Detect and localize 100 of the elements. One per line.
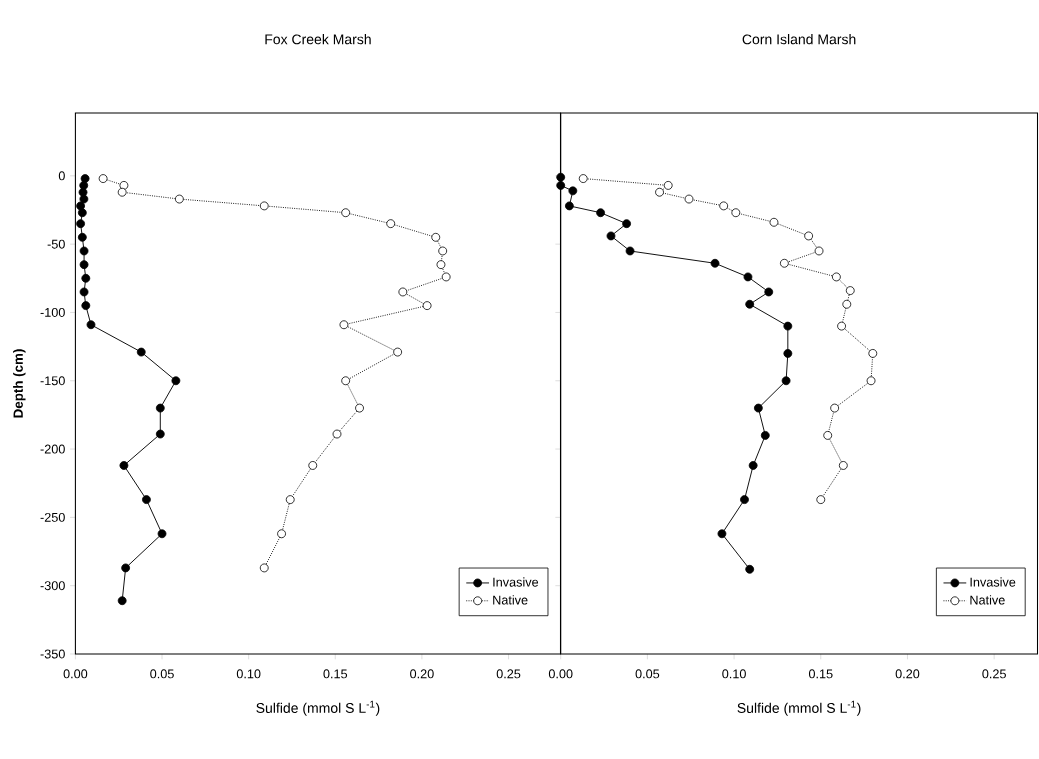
point	[79, 260, 89, 270]
point	[155, 403, 165, 413]
point	[717, 529, 727, 539]
point	[79, 194, 89, 204]
point	[171, 376, 181, 386]
x-tick-label: 0.25	[496, 669, 521, 679]
point	[77, 232, 87, 242]
point	[731, 208, 741, 218]
point	[740, 495, 749, 505]
point	[438, 246, 448, 256]
point	[86, 320, 96, 330]
x-tick-label: 0.00	[548, 669, 573, 679]
point	[308, 461, 318, 470]
x-tick-label: 0.20	[410, 669, 434, 679]
point	[779, 258, 789, 268]
point	[655, 187, 664, 197]
point	[155, 429, 165, 439]
point	[866, 376, 876, 386]
point	[79, 287, 89, 297]
point	[783, 349, 793, 358]
legend-label: Invasive	[970, 577, 1016, 587]
point	[79, 246, 89, 256]
point	[743, 272, 753, 282]
point	[868, 349, 878, 358]
point	[436, 260, 446, 270]
point	[142, 495, 151, 505]
x-tick-label: 0.05	[635, 669, 660, 679]
point	[81, 273, 91, 283]
point	[814, 246, 824, 256]
point	[830, 403, 840, 413]
x-axis-title: Sulfide (mmol S L$^{-1}$)	[256, 700, 380, 716]
y-tick-label: -100	[40, 307, 65, 317]
x-tick-label: 0.15	[808, 669, 833, 679]
point	[277, 529, 286, 539]
point	[837, 321, 846, 331]
point	[386, 219, 396, 229]
point	[355, 403, 364, 413]
point	[564, 201, 574, 211]
point	[719, 201, 729, 211]
point	[119, 461, 129, 470]
point	[422, 301, 432, 311]
point	[823, 431, 833, 440]
point	[441, 272, 451, 282]
point	[117, 187, 127, 197]
point	[431, 232, 441, 242]
x-tick-label: 0.20	[895, 669, 920, 679]
point	[398, 287, 408, 297]
point	[117, 596, 127, 606]
point	[78, 187, 88, 197]
point	[76, 219, 85, 229]
point	[710, 258, 720, 268]
point	[622, 219, 631, 229]
legend-label: Invasive	[493, 577, 539, 587]
point	[81, 301, 91, 311]
point	[119, 181, 129, 190]
point	[393, 347, 403, 357]
y-tick-label: -250	[40, 512, 65, 522]
point	[625, 246, 635, 256]
y-tick-label: -150	[40, 376, 65, 386]
point	[745, 564, 755, 574]
x-axis-title: Sulfide (mmol S L$^{-1}$)	[737, 700, 861, 716]
point	[79, 181, 89, 190]
chart-title: Corn Island Marsh	[742, 34, 856, 45]
point	[98, 174, 108, 183]
x-tick-label: 0.05	[150, 669, 174, 679]
point	[753, 403, 763, 413]
point	[760, 431, 770, 440]
x-tick-label: 0.25	[982, 669, 1006, 679]
point	[816, 495, 826, 505]
point	[764, 287, 774, 297]
point	[783, 321, 793, 331]
legend-label: Native	[970, 595, 1005, 605]
point	[596, 208, 605, 218]
point	[663, 181, 673, 190]
point	[838, 461, 848, 470]
point	[831, 272, 841, 282]
y-tick-label: -50	[47, 239, 65, 249]
point	[341, 208, 351, 218]
point	[339, 320, 349, 330]
point	[556, 181, 566, 190]
x-tick-label: 0.15	[323, 669, 348, 679]
y-tick-label: -350	[40, 649, 65, 659]
point	[578, 174, 588, 183]
point	[285, 495, 295, 505]
point	[174, 194, 184, 204]
point	[259, 201, 269, 211]
x-tick-label: 0.00	[63, 669, 88, 679]
y-tick-label: -300	[40, 581, 65, 591]
point	[77, 208, 87, 218]
point	[157, 529, 167, 539]
point	[684, 194, 694, 204]
y-tick-label: 0	[58, 171, 65, 181]
point	[748, 461, 758, 470]
point	[781, 376, 791, 386]
point	[332, 429, 342, 439]
x-tick-label: 0.10	[722, 669, 746, 679]
y-axis-title: Depth (cm)	[13, 349, 26, 418]
point	[804, 231, 814, 241]
legend-label: Native	[493, 595, 528, 605]
point	[842, 299, 852, 309]
